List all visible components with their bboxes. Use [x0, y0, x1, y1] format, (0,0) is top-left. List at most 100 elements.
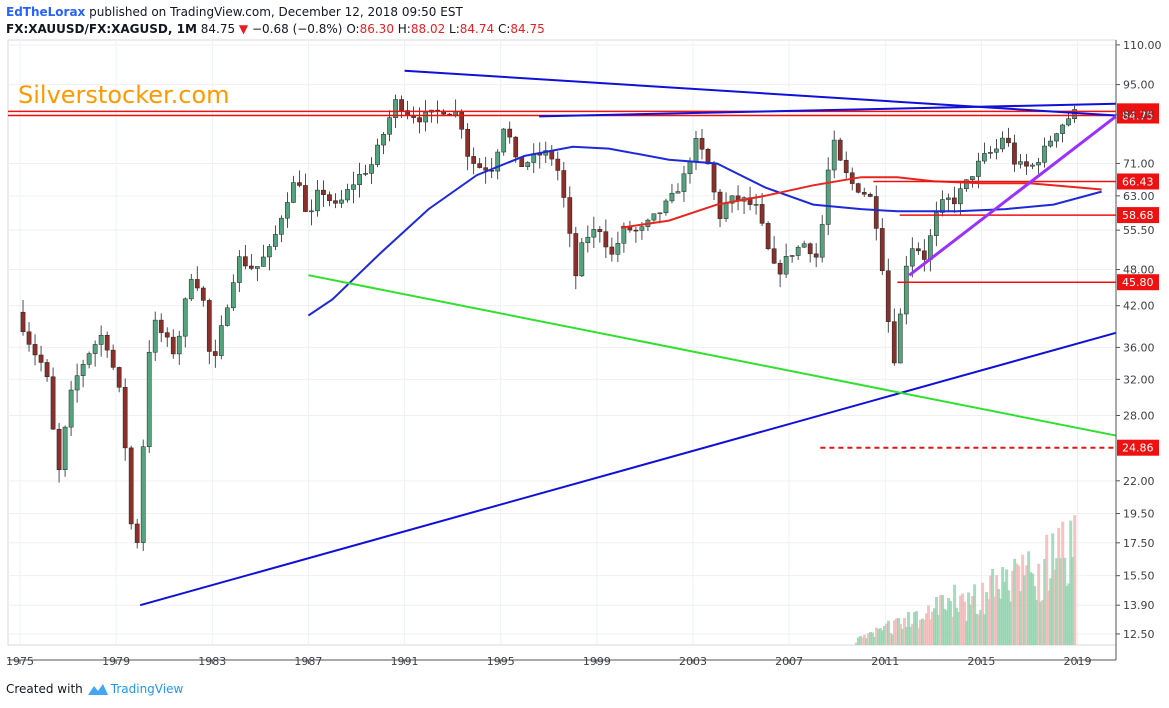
header-line-1: EdTheLorax published on TradingView.com,… — [6, 4, 545, 21]
volume-bar — [925, 613, 929, 645]
price-tick-label: 95.00 — [1123, 79, 1155, 92]
volume-bar — [898, 623, 902, 645]
volume-bar — [884, 623, 888, 645]
time-tick-label: 1999 — [583, 655, 611, 668]
price-level-label: 24.86 — [1122, 442, 1154, 455]
volume-bar — [1001, 567, 1005, 645]
tradingview-link[interactable]: TradingView — [110, 682, 184, 696]
volume-bar — [993, 596, 997, 645]
volume-bar — [904, 627, 908, 645]
open-label: O: — [346, 22, 360, 36]
candle-body — [507, 128, 513, 138]
candle-body — [194, 279, 200, 289]
published-text: published on TradingView.com, December 1… — [89, 5, 463, 19]
candle-body — [819, 224, 825, 258]
candle-body — [759, 204, 765, 224]
volume-bar — [949, 600, 953, 645]
volume-bar — [890, 634, 894, 645]
volume-bar — [959, 595, 963, 645]
candle-body — [218, 325, 224, 356]
author-link[interactable]: EdTheLorax — [6, 5, 86, 19]
candle-body — [164, 332, 170, 338]
candle-body — [597, 229, 603, 232]
volume-bar — [999, 598, 1003, 645]
candle-body — [988, 152, 993, 154]
moving-averages — [307, 145, 1102, 317]
candle-body — [242, 256, 248, 267]
volume-bar — [1041, 599, 1045, 645]
candle-body — [1000, 137, 1005, 150]
volume-bar — [1037, 563, 1041, 645]
candle-body — [267, 246, 272, 258]
candle-body — [825, 169, 831, 225]
watermark-text: Silverstocker.com — [18, 81, 230, 109]
candle-body — [375, 144, 380, 165]
candle-body — [717, 191, 723, 219]
volume-bar — [937, 614, 941, 645]
volume-bar — [971, 595, 975, 645]
candle-body — [303, 185, 308, 212]
candle-body — [92, 344, 98, 354]
green-trend-line — [308, 274, 1117, 437]
price-tick-label: 55.50 — [1123, 224, 1155, 237]
time-tick-label: 1987 — [294, 655, 322, 668]
price-level-label: 66.43 — [1122, 175, 1154, 188]
candle-body — [976, 160, 981, 177]
candle-body — [639, 226, 645, 231]
price-tick-label: 32.00 — [1123, 373, 1155, 386]
volume-bar — [929, 619, 933, 645]
volume-bar — [933, 608, 937, 645]
candle-body — [1060, 124, 1065, 134]
candle-body — [158, 319, 164, 333]
volume-bar — [935, 596, 939, 645]
candle-body — [1018, 161, 1023, 165]
price-tick-label: 71.00 — [1123, 157, 1155, 170]
candle-body — [453, 111, 458, 116]
candle-body — [711, 163, 717, 193]
volume-bar — [900, 629, 904, 645]
candle-body — [843, 159, 849, 173]
volume-bar — [1023, 575, 1027, 645]
volume-bar — [985, 592, 989, 645]
volume-bar — [892, 620, 896, 645]
candle-body — [952, 197, 957, 205]
volume-bar — [1039, 601, 1043, 645]
candle-body — [789, 255, 795, 257]
candle-body — [621, 225, 627, 244]
price-tick-label: 17.50 — [1123, 537, 1155, 550]
volume-bar — [880, 630, 884, 645]
price-axis[interactable]: 110.00 95.00 85.00 71.00 63.00 55.50 48.00 42.0… — [1115, 39, 1162, 660]
candle-body — [483, 167, 489, 171]
candle-body — [753, 204, 759, 206]
volume-bar — [1045, 534, 1049, 645]
high-value: 88.02 — [410, 22, 446, 36]
candle-body — [573, 233, 579, 277]
candle-body — [795, 246, 801, 256]
candle-body — [279, 217, 284, 235]
volume-bar — [981, 582, 985, 645]
volume-bar — [965, 620, 969, 645]
candle-body — [26, 331, 32, 345]
time-axis[interactable]: 1975 1979 1983 1987 1991 1995 1999 2003 2007 2011… — [6, 655, 1116, 668]
candle-body — [495, 151, 501, 172]
candle-body — [116, 367, 122, 388]
volume-bar — [1033, 586, 1037, 645]
candle-body — [681, 173, 687, 192]
volume-bar — [1063, 557, 1067, 645]
volume-bar — [919, 619, 923, 645]
price-tick-label: 13.90 — [1123, 599, 1155, 612]
price-level-label: 58.68 — [1122, 209, 1154, 222]
candle-body — [687, 161, 693, 175]
candle-body — [921, 250, 927, 260]
volume-bar — [856, 637, 860, 645]
candle-body — [939, 199, 945, 213]
candle-body — [369, 164, 374, 174]
candle-body — [188, 279, 194, 300]
symbol-label: FX:XAUUSD/FX:XAGUSD, 1M — [6, 22, 197, 36]
candle-body — [909, 248, 915, 267]
candle-body — [327, 194, 332, 201]
volume-bar — [870, 632, 874, 645]
candle-body — [224, 307, 230, 326]
